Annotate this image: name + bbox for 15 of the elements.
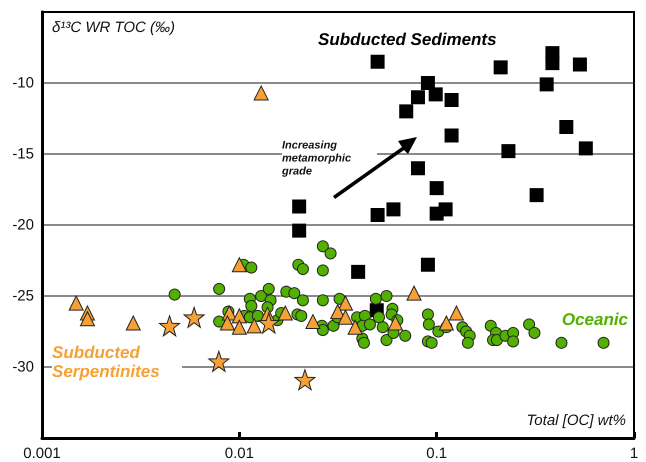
x-tick-label: 0.1 — [426, 445, 448, 462]
x-axis-title: Total [OC] wt% — [526, 412, 626, 429]
y-tick-label: -25 — [12, 288, 34, 304]
annotation: Increasing metamorphic grade — [281, 140, 354, 178]
x-tick-label: 0.01 — [224, 445, 254, 462]
y-tick-label: -20 — [12, 216, 34, 234]
x-tick-label: 0.001 — [23, 445, 61, 462]
y-tick-label: -30 — [12, 358, 34, 376]
series-label: Subducted Sediments — [318, 30, 497, 49]
series-label: Subducted Serpentinites — [52, 343, 160, 381]
x-tick-label: 1 — [630, 445, 638, 462]
series-label: Oceanic — [562, 310, 629, 329]
y-tick-label: -10 — [12, 74, 34, 92]
y-tick-label: -15 — [12, 146, 34, 162]
y-axis-title: δ¹³C WR TOC (‰) — [52, 19, 176, 36]
